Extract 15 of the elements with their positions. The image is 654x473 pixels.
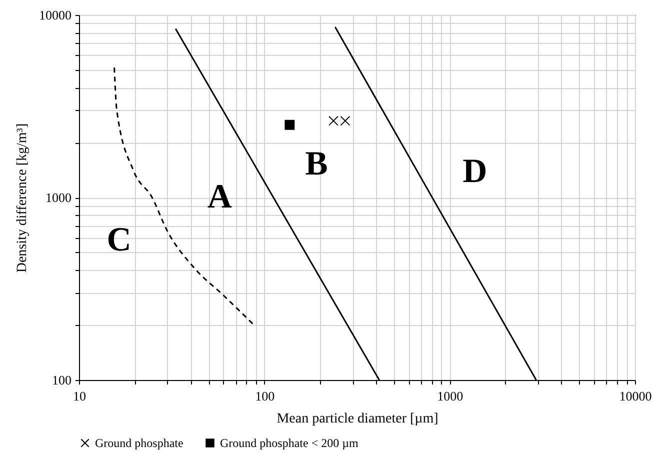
annotation: D [462, 152, 488, 190]
annotation: B [305, 146, 328, 183]
x-axis-title: Mean particle diameter [µm] [276, 412, 438, 426]
x-tick-label: 100 [255, 388, 275, 404]
x-tick-label: 10000 [619, 388, 652, 404]
y-tick-label: 1000 [46, 190, 72, 205]
y-axis-title: Density difference [kg/m³] [15, 123, 30, 273]
annotation: A [207, 178, 232, 216]
annotation: C [106, 222, 132, 259]
legend-label: Ground phosphate [95, 436, 184, 450]
legend-label: Ground phosphate < 200 µm [220, 436, 359, 450]
y-tick-label: 100 [52, 372, 72, 388]
x-tick-label: 1000 [437, 388, 464, 404]
x-tick-label: 10 [73, 388, 86, 404]
y-tick-label: 10000 [39, 8, 72, 22]
